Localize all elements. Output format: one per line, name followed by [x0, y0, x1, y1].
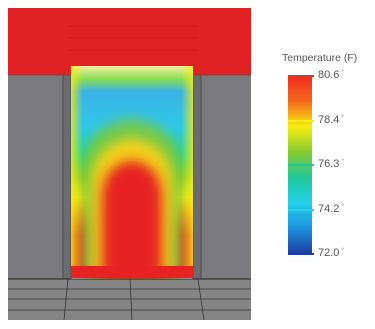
heatmap-scene	[8, 8, 251, 320]
legend-tick-label: 76.3 °	[318, 158, 344, 170]
left-pillar	[62, 74, 72, 282]
legend-tick-line	[288, 208, 314, 211]
legend-tick-line	[288, 75, 314, 77]
degree-symbol: °	[341, 248, 344, 254]
floor-grid	[8, 278, 251, 320]
temperature-field	[71, 66, 193, 278]
degree-symbol: °	[341, 114, 344, 121]
degree-symbol: °	[341, 203, 344, 210]
degree-symbol: °	[341, 159, 344, 165]
legend-title: Temperature (F)	[282, 52, 358, 64]
legend-tick-line	[288, 164, 314, 166]
right-pillar	[192, 74, 202, 282]
legend-tick-line	[288, 253, 314, 255]
legend-tick-label: 74.2 °	[318, 202, 344, 215]
legend-tick-label: 72.0 °	[318, 247, 344, 259]
legend-tick-line	[288, 119, 314, 122]
heatmap-viewport[interactable]	[8, 8, 251, 320]
degree-symbol: °	[341, 70, 344, 76]
legend-tick-label: 78.4 °	[318, 113, 344, 126]
legend-tick-label: 80.6 °	[318, 69, 344, 81]
ceiling-surface	[8, 8, 251, 75]
ceiling-grid	[68, 25, 198, 51]
left-wall	[8, 75, 68, 283]
right-wall	[198, 75, 251, 283]
floor	[8, 279, 251, 320]
color-legend: Temperature (F) 80.6 ° 78.4 ° 76.3 ° 74.2 ° 72.0…	[282, 52, 374, 272]
